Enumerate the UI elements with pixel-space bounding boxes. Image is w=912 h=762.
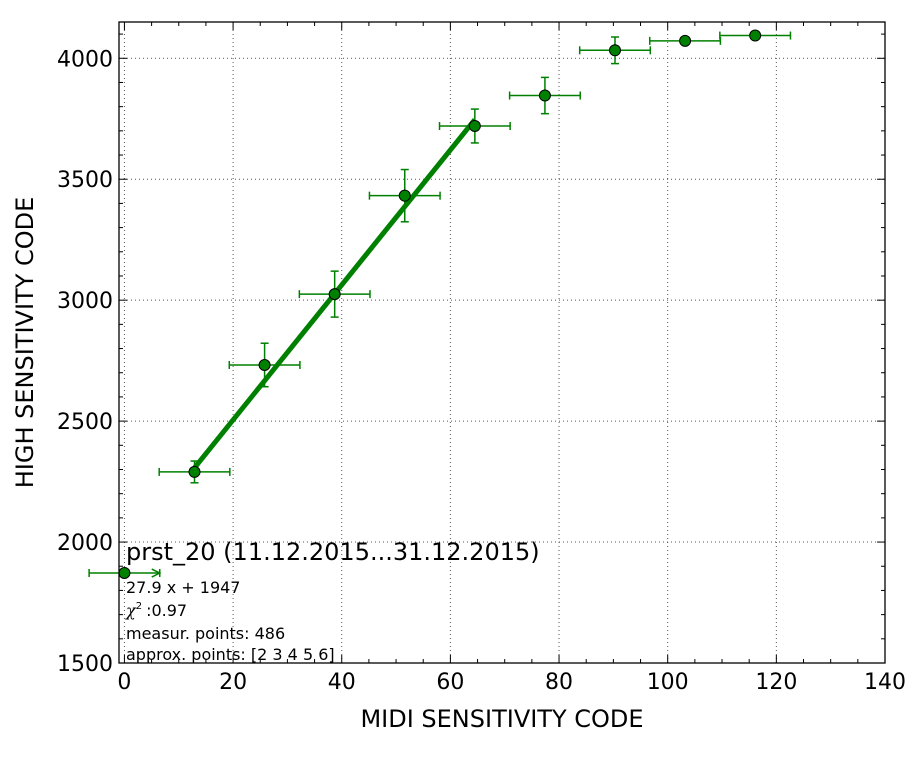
x-axis-label: MIDI SENSITIVITY CODE — [360, 705, 643, 733]
x-tick-label: 100 — [647, 670, 689, 695]
data-points — [118, 29, 762, 580]
y-tick-label: 4000 — [57, 47, 113, 72]
x-tick-label: 120 — [755, 670, 797, 695]
y-tick-label: 2500 — [57, 410, 113, 435]
x-tick-label: 0 — [117, 670, 131, 695]
annotation-equation: 27.9 x + 1947 — [126, 578, 240, 597]
data-point — [188, 465, 201, 478]
x-tick-label: 80 — [545, 670, 573, 695]
fit-annotation: prst_20 (11.12.2015...31.12.2015) 27.9 x… — [125, 538, 540, 664]
y-tick-label: 3500 — [57, 168, 113, 193]
data-point — [468, 120, 481, 133]
chi2-symbol: χ — [125, 601, 137, 620]
y-tick-label: 2000 — [57, 531, 113, 556]
data-point — [398, 189, 411, 202]
annotation-title: prst_20 (11.12.2015...31.12.2015) — [126, 538, 540, 566]
annotation-approx-points: approx. points: [2 3 4 5 6] — [126, 645, 335, 664]
data-point — [608, 44, 621, 57]
tick-labels: 0 20 40 60 80 100 120 140 1500 2000 2500 3000 3500 40… — [57, 47, 906, 695]
x-tick-label: 40 — [328, 670, 356, 695]
y-tick-label: 1500 — [57, 652, 113, 677]
plot-frame — [118, 21, 886, 664]
x-tick-label: 60 — [436, 670, 464, 695]
grid-lines — [119, 22, 885, 663]
x-tick-label: 140 — [864, 670, 906, 695]
annotation-chi2: χ2 :0.97 — [125, 601, 187, 620]
chi2-superscript: 2 — [136, 601, 142, 612]
y-axis-label: HIGH SENSITIVITY CODE — [11, 197, 39, 489]
y-tick-label: 3000 — [57, 289, 113, 314]
data-point — [258, 358, 271, 371]
x-tick-label: 20 — [219, 670, 247, 695]
data-point — [749, 29, 762, 42]
axis-ticks — [119, 22, 886, 664]
data-point — [538, 89, 551, 102]
error-bars — [88, 31, 792, 578]
annotation-measur-points: measur. points: 486 — [126, 624, 285, 643]
x-error-arrow — [151, 568, 162, 578]
chi2-value: :0.97 — [146, 601, 187, 620]
data-point — [679, 34, 692, 47]
data-point — [328, 288, 341, 301]
data-point — [118, 567, 131, 580]
